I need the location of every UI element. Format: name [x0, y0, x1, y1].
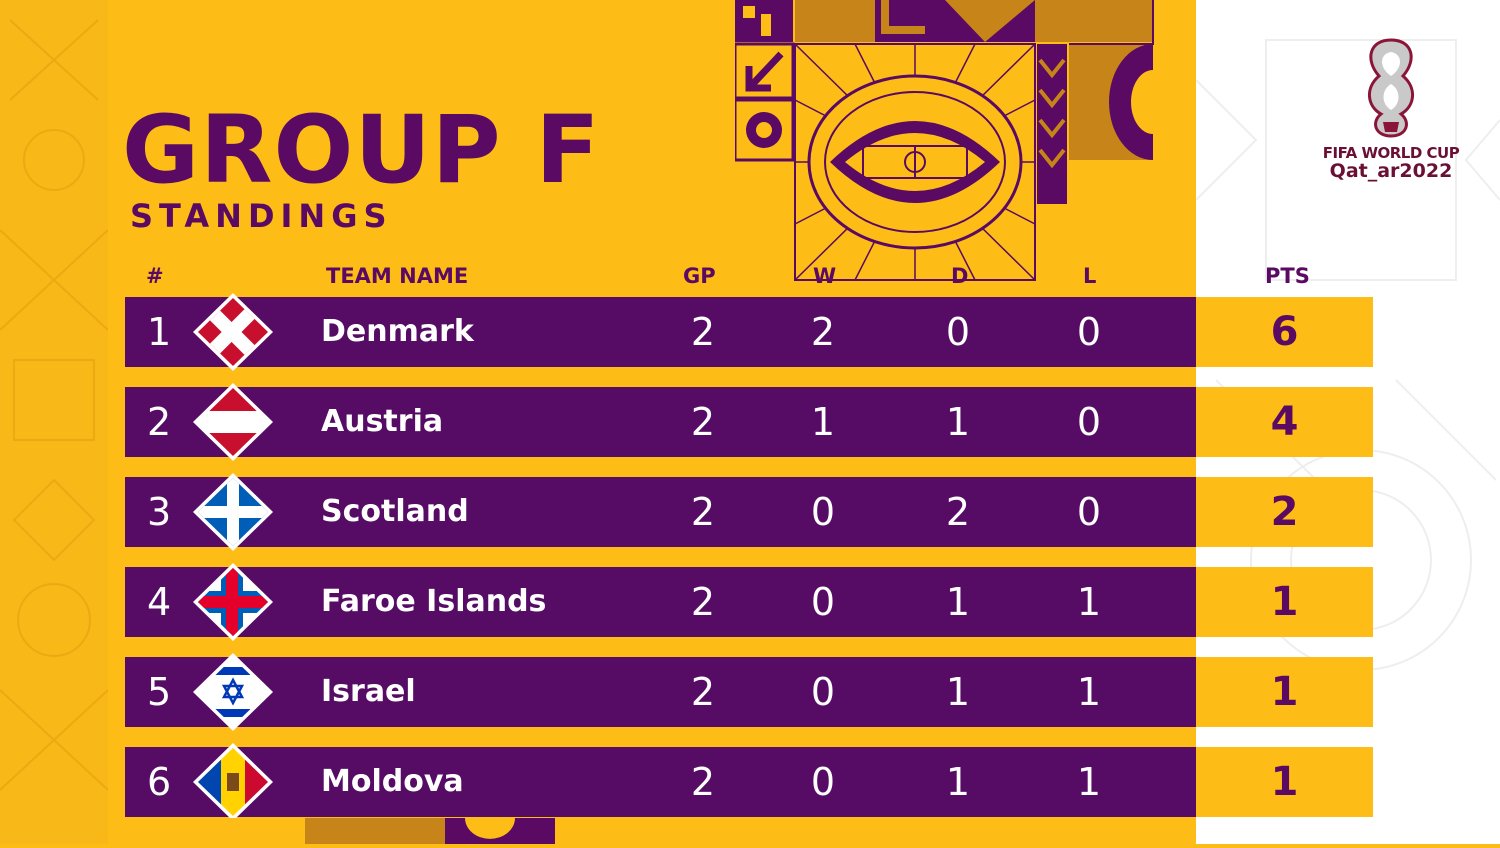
header-l: L — [1083, 264, 1097, 288]
wins: 0 — [810, 760, 836, 804]
header-team-name: TEAM NAME — [326, 264, 469, 288]
draws: 1 — [945, 670, 971, 714]
losses: 1 — [1076, 580, 1102, 624]
losses: 0 — [1076, 310, 1102, 354]
team-name: Denmark — [321, 314, 474, 349]
left-pattern-strip — [0, 0, 108, 844]
wins: 0 — [810, 670, 836, 714]
wins: 2 — [810, 310, 836, 354]
austria-flag-icon — [193, 383, 273, 461]
moldova-flag-icon — [193, 743, 273, 821]
left-pattern-icon — [0, 19, 108, 791]
header-pts: PTS — [1265, 264, 1310, 288]
logo-line-2: Qat_ar2022 — [1329, 160, 1453, 182]
points: 1 — [1270, 759, 1299, 805]
points-box: 1 — [1196, 567, 1373, 637]
table-row[interactable]: 1 Denmark 2 2 0 0 — [125, 293, 1196, 371]
row-position: 4 — [147, 580, 172, 624]
team-name: Israel — [321, 674, 416, 709]
scotland-flag-icon — [193, 473, 273, 551]
points: 6 — [1270, 309, 1299, 355]
header-d: D — [951, 264, 969, 288]
logo-line-1: FIFA WORLD CUP — [1322, 144, 1460, 162]
points: 1 — [1270, 669, 1299, 715]
header-rank: # — [146, 264, 164, 288]
page-subtitle: STANDINGS — [130, 197, 393, 235]
team-name: Moldova — [321, 764, 464, 799]
table-row[interactable]: 5 Israel 2 0 1 1 — [125, 653, 1196, 731]
points-box: 1 — [1196, 657, 1373, 727]
header-w: W — [813, 264, 837, 288]
points: 1 — [1270, 579, 1299, 625]
row-position: 5 — [147, 670, 172, 714]
denmark-flag-icon — [193, 293, 273, 371]
games-played: 2 — [690, 310, 716, 354]
games-played: 2 — [690, 490, 716, 534]
points-box: 2 — [1196, 477, 1373, 547]
team-name: Scotland — [321, 494, 469, 529]
points: 2 — [1270, 489, 1299, 535]
points-box: 1 — [1196, 747, 1373, 817]
table-row[interactable]: 3 Scotland 2 0 2 0 — [125, 473, 1196, 551]
games-played: 2 — [690, 760, 716, 804]
team-name: Austria — [321, 404, 444, 439]
games-played: 2 — [690, 400, 716, 444]
losses: 0 — [1076, 400, 1102, 444]
draws: 2 — [945, 490, 971, 534]
games-played: 2 — [690, 670, 716, 714]
table-row[interactable]: 6 Moldova 2 0 1 1 — [125, 743, 1196, 821]
israel-flag-icon — [193, 653, 273, 731]
wins: 0 — [810, 580, 836, 624]
losses: 1 — [1076, 670, 1102, 714]
draws: 1 — [945, 400, 971, 444]
points-box: 6 — [1196, 297, 1373, 367]
bottom-strip — [125, 818, 1196, 844]
fifa-logo: FIFA WORLD CUP Qat_ar2022 — [1316, 36, 1466, 182]
page-title: GROUP F — [122, 96, 601, 205]
points: 4 — [1270, 399, 1299, 445]
games-played: 2 — [690, 580, 716, 624]
draws: 0 — [945, 310, 971, 354]
row-position: 2 — [147, 400, 172, 444]
decorative-pitch-graphic — [735, 0, 1154, 281]
wins: 0 — [810, 490, 836, 534]
losses: 1 — [1076, 760, 1102, 804]
points-box: 4 — [1196, 387, 1373, 457]
row-position: 6 — [147, 760, 172, 804]
wins: 1 — [810, 400, 836, 444]
world-cup-emblem-icon — [1368, 38, 1414, 138]
header-gp: GP — [683, 264, 716, 288]
row-position: 3 — [147, 490, 172, 534]
draws: 1 — [945, 760, 971, 804]
bottom-pattern-icon — [305, 818, 555, 844]
table-row[interactable]: 4 Faroe Islands 2 0 1 1 — [125, 563, 1196, 641]
team-name: Faroe Islands — [321, 584, 547, 619]
losses: 0 — [1076, 490, 1102, 534]
faroe-islands-flag-icon — [193, 563, 273, 641]
row-position: 1 — [147, 310, 172, 354]
table-row[interactable]: 2 Austria 2 1 1 0 — [125, 383, 1196, 461]
draws: 1 — [945, 580, 971, 624]
